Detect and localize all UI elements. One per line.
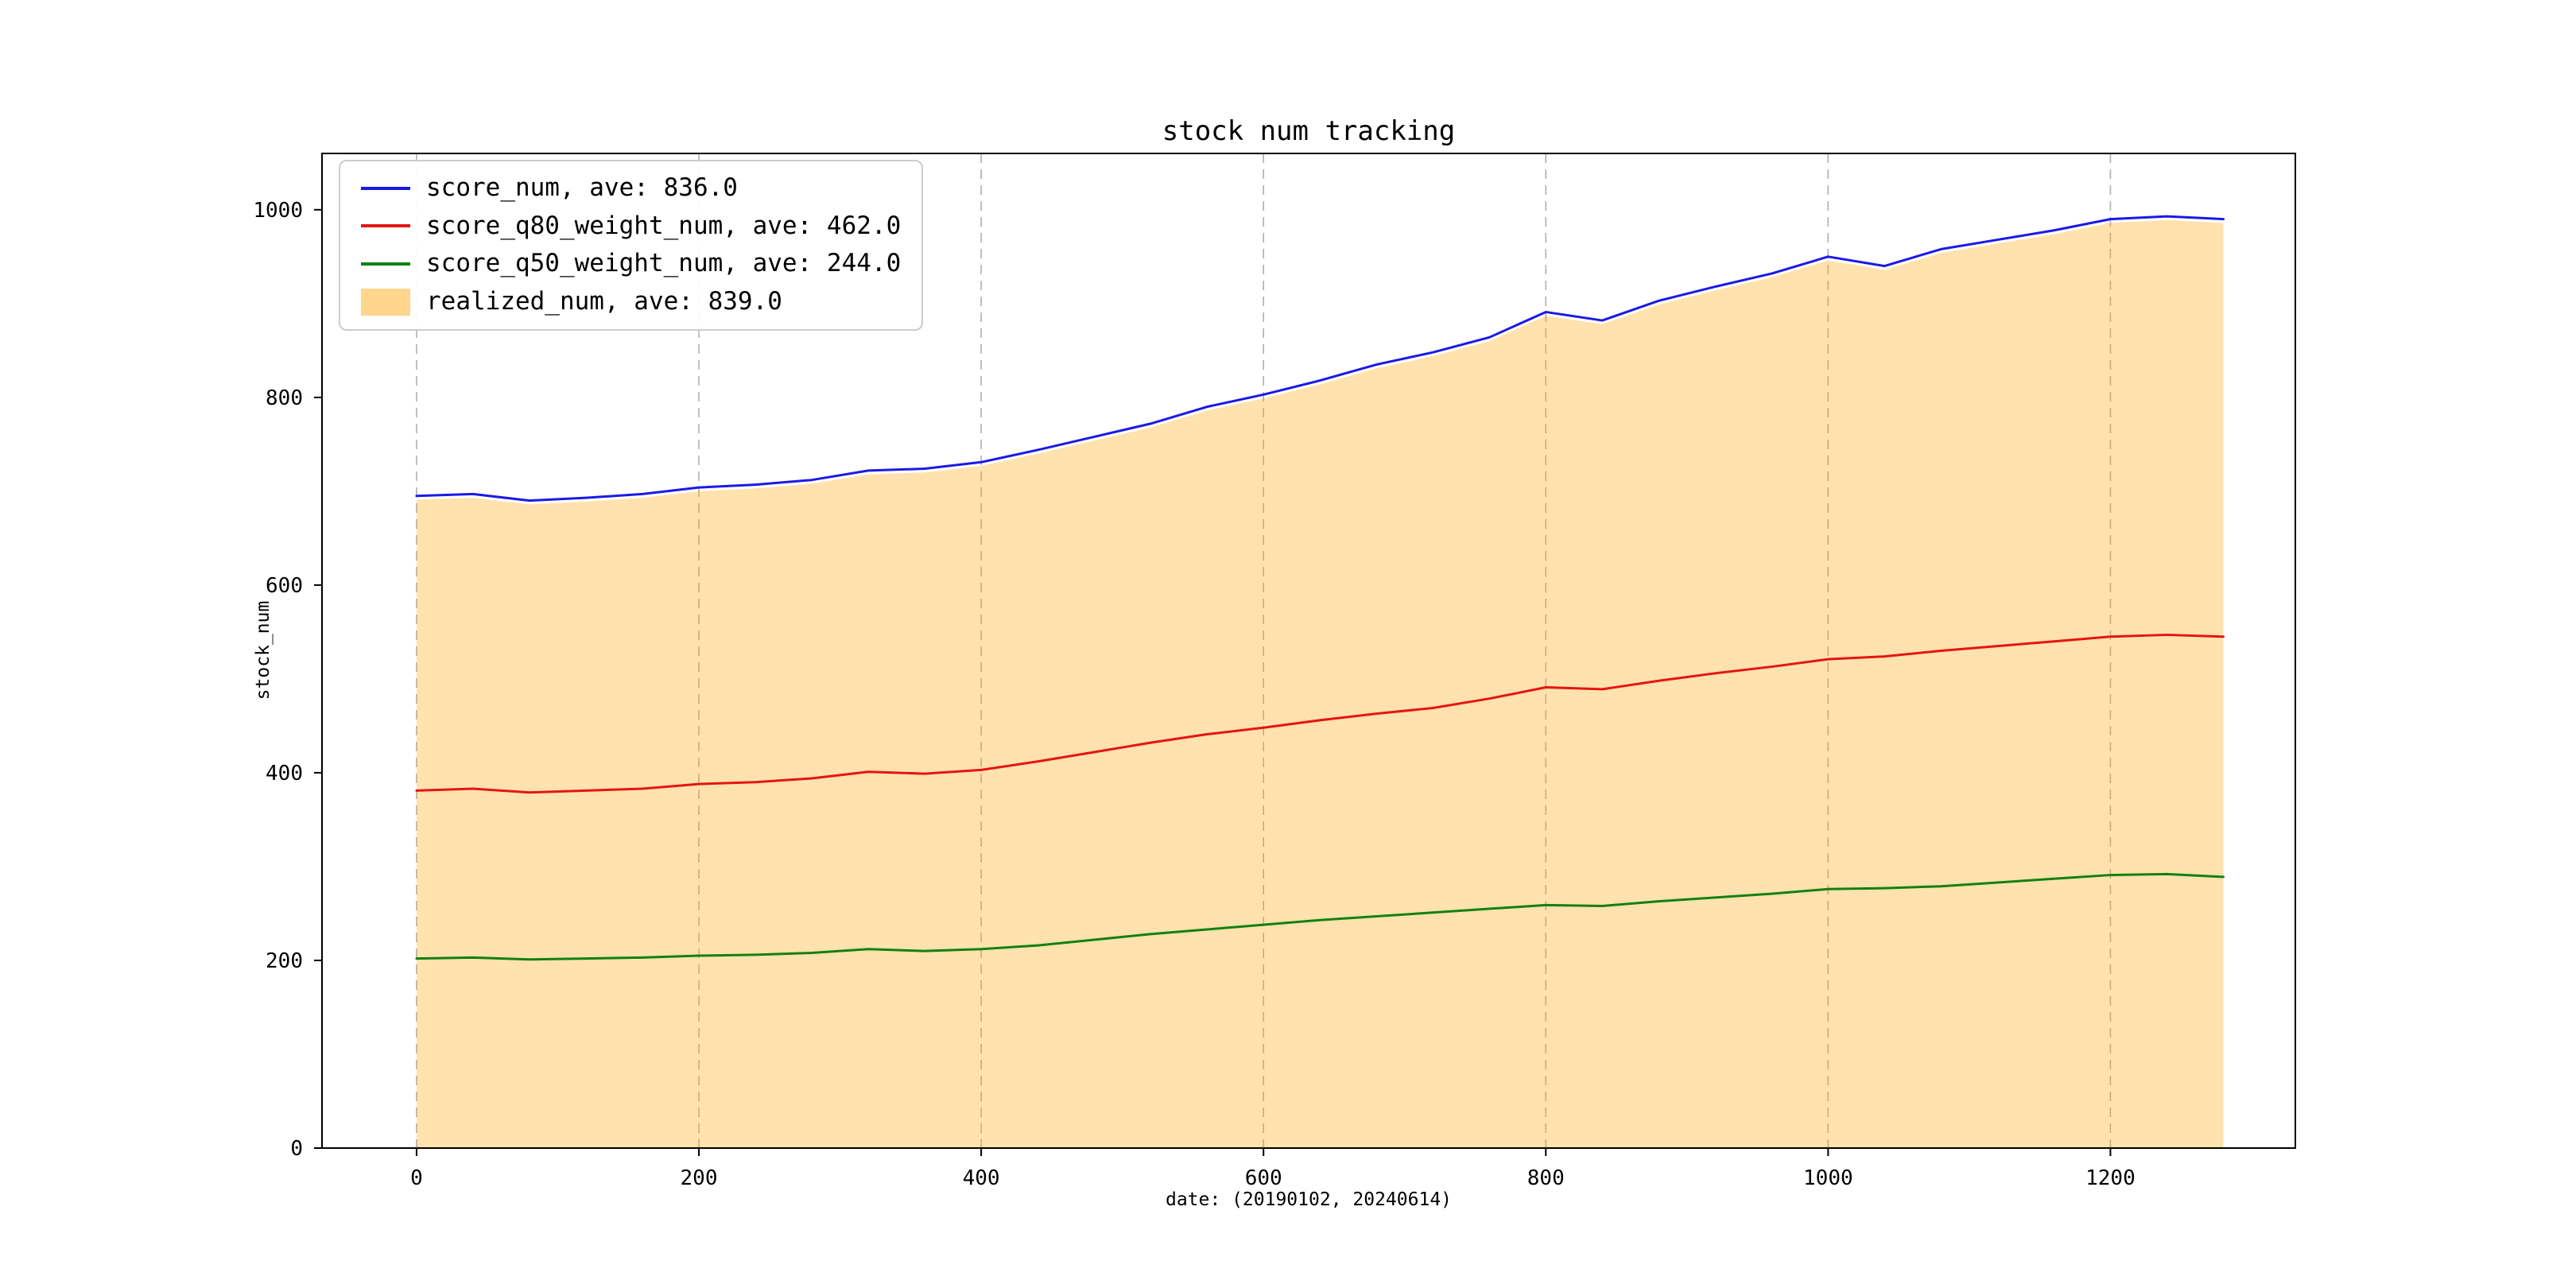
x-tick-label: 600: [1245, 1166, 1282, 1190]
plot-frame: [321, 153, 2296, 1149]
legend-area-swatch: [361, 288, 410, 316]
line-score_q80_weight_num: [415, 633, 2225, 794]
legend-label: realized_num, ave: 839.0: [426, 286, 782, 316]
legend-label: score_q50_weight_num, ave: 244.0: [426, 249, 902, 278]
y-tick-label: 200: [266, 949, 303, 973]
legend-item: score_num, ave: 836.0: [361, 173, 901, 203]
legend-label: score_num, ave: 836.0: [426, 173, 738, 202]
legend: score_num, ave: 836.0 score_q80_weight_nu…: [339, 160, 924, 331]
line-score_q50_weight_num: [415, 872, 2225, 961]
y-tick-label: 0: [290, 1137, 303, 1161]
legend-item: score_q50_weight_num, ave: 244.0: [361, 250, 901, 278]
x-tick-label: 400: [963, 1166, 1000, 1190]
y-tick-label: 1000: [253, 199, 303, 223]
legend-item: realized_num, ave: 839.0: [361, 286, 901, 316]
y-tick-label: 800: [266, 386, 303, 410]
legend-line-swatch: [361, 186, 410, 190]
y-tick-label: 600: [266, 574, 303, 598]
x-tick-label: 1200: [2085, 1166, 2136, 1190]
x-tick-label: 1000: [1803, 1166, 1853, 1190]
legend-line-swatch: [361, 262, 410, 266]
area-realized_num: [416, 219, 2224, 1148]
x-tick-label: 200: [681, 1166, 718, 1190]
legend-label: score_q80_weight_num, ave: 462.0: [426, 211, 902, 240]
y-tick-label: 400: [266, 762, 303, 786]
x-tick-label: 800: [1527, 1166, 1565, 1190]
x-tick-label: 0: [410, 1166, 423, 1190]
chart-title: stock num tracking: [1162, 115, 1455, 147]
x-axis-label: date: (20190102, 20240614): [1166, 1189, 1452, 1210]
line-score_num: [415, 215, 2225, 502]
legend-item: score_q80_weight_num, ave: 462.0: [361, 211, 902, 241]
y-axis-label: stock_num: [253, 601, 274, 700]
legend-line-swatch: [361, 224, 410, 228]
